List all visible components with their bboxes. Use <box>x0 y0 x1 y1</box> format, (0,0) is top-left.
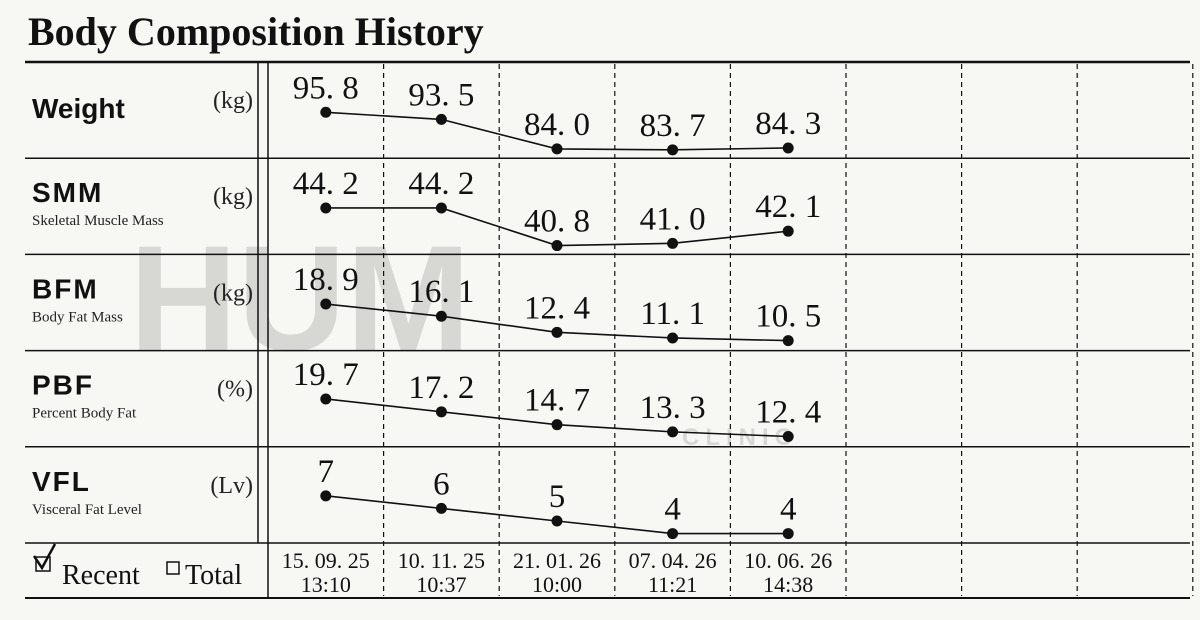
metric-unit: (Lv) <box>210 473 253 499</box>
metric-name: BFM <box>32 273 99 304</box>
data-point <box>435 202 447 214</box>
total-label: Total <box>185 560 242 591</box>
metric-unit: (%) <box>217 377 253 403</box>
value-label: 13. 3 <box>640 390 706 426</box>
date-label: 10. 06. 26 <box>744 548 832 573</box>
value-label: 42. 1 <box>755 189 821 225</box>
value-label: 12. 4 <box>524 290 590 326</box>
metric-unit: (kg) <box>213 88 253 114</box>
value-label: 16. 1 <box>408 274 474 310</box>
metric-unit: (kg) <box>213 184 253 210</box>
watermark: HUM <box>129 214 471 382</box>
value-label: 41. 0 <box>640 201 706 237</box>
value-label: 10. 5 <box>755 299 821 335</box>
recent-label: Recent <box>62 560 140 591</box>
value-label: 44. 2 <box>293 166 359 202</box>
data-point <box>667 528 679 540</box>
value-label: 18. 9 <box>293 262 359 298</box>
data-point <box>782 225 794 237</box>
date-label: 07. 04. 26 <box>629 548 717 573</box>
date-label: 21. 01. 26 <box>513 548 601 573</box>
value-label: 95. 8 <box>293 70 359 106</box>
value-label: 84. 3 <box>755 106 821 142</box>
checkbox[interactable] <box>166 561 180 575</box>
data-point <box>551 515 563 527</box>
data-point <box>551 143 563 155</box>
time-label: 11:21 <box>648 572 697 597</box>
metric-subtitle: Skeletal Muscle Mass <box>32 213 164 229</box>
data-point <box>551 240 563 252</box>
value-label: 4 <box>664 492 681 528</box>
value-label: 40. 8 <box>524 204 590 240</box>
data-point <box>551 419 563 431</box>
value-label: 4 <box>780 492 797 528</box>
data-point <box>435 502 447 514</box>
data-point <box>782 431 794 443</box>
value-label: 83. 7 <box>640 108 706 144</box>
data-point <box>667 426 679 438</box>
value-label: 11. 1 <box>640 296 705 332</box>
value-label: 93. 5 <box>408 77 474 113</box>
metric-name: Weight <box>32 93 125 124</box>
value-label: 14. 7 <box>524 383 590 419</box>
data-point <box>667 144 679 156</box>
metric-subtitle: Visceral Fat Level <box>32 502 142 518</box>
value-label: 17. 2 <box>408 370 474 406</box>
data-point <box>667 332 679 344</box>
metric-name: PBF <box>32 370 94 401</box>
value-label: 6 <box>433 466 450 502</box>
metric-name: VFL <box>32 466 91 497</box>
data-point <box>782 142 794 154</box>
date-label: 10. 11. 25 <box>398 548 485 573</box>
data-point <box>667 237 679 249</box>
data-point <box>320 298 332 310</box>
metric-subtitle: Body Fat Mass <box>32 309 123 325</box>
value-label: 5 <box>549 479 566 515</box>
checkbox-checked[interactable] <box>35 556 51 572</box>
data-point <box>320 106 332 118</box>
date-label: 15. 09. 25 <box>282 548 370 573</box>
data-point <box>551 326 563 338</box>
value-label: 44. 2 <box>408 166 474 202</box>
title: Body Composition History <box>28 9 484 54</box>
metric-subtitle: Percent Body Fat <box>32 406 137 422</box>
data-point <box>320 393 332 405</box>
metric-name: SMM <box>32 177 103 208</box>
time-label: 14:38 <box>763 572 813 597</box>
value-label: 7 <box>318 454 335 490</box>
metric-unit: (kg) <box>213 280 253 306</box>
data-point <box>782 335 794 347</box>
time-label: 13:10 <box>301 572 351 597</box>
value-label: 19. 7 <box>293 357 359 393</box>
data-point <box>435 113 447 125</box>
data-point <box>320 490 332 502</box>
value-label: 84. 0 <box>524 107 590 143</box>
check-mark <box>32 543 57 571</box>
time-label: 10:37 <box>416 572 466 597</box>
data-point <box>320 202 332 214</box>
time-label: 10:00 <box>532 572 582 597</box>
data-point <box>782 528 794 540</box>
data-point <box>435 406 447 418</box>
data-point <box>435 310 447 322</box>
value-label: 12. 4 <box>755 395 821 431</box>
